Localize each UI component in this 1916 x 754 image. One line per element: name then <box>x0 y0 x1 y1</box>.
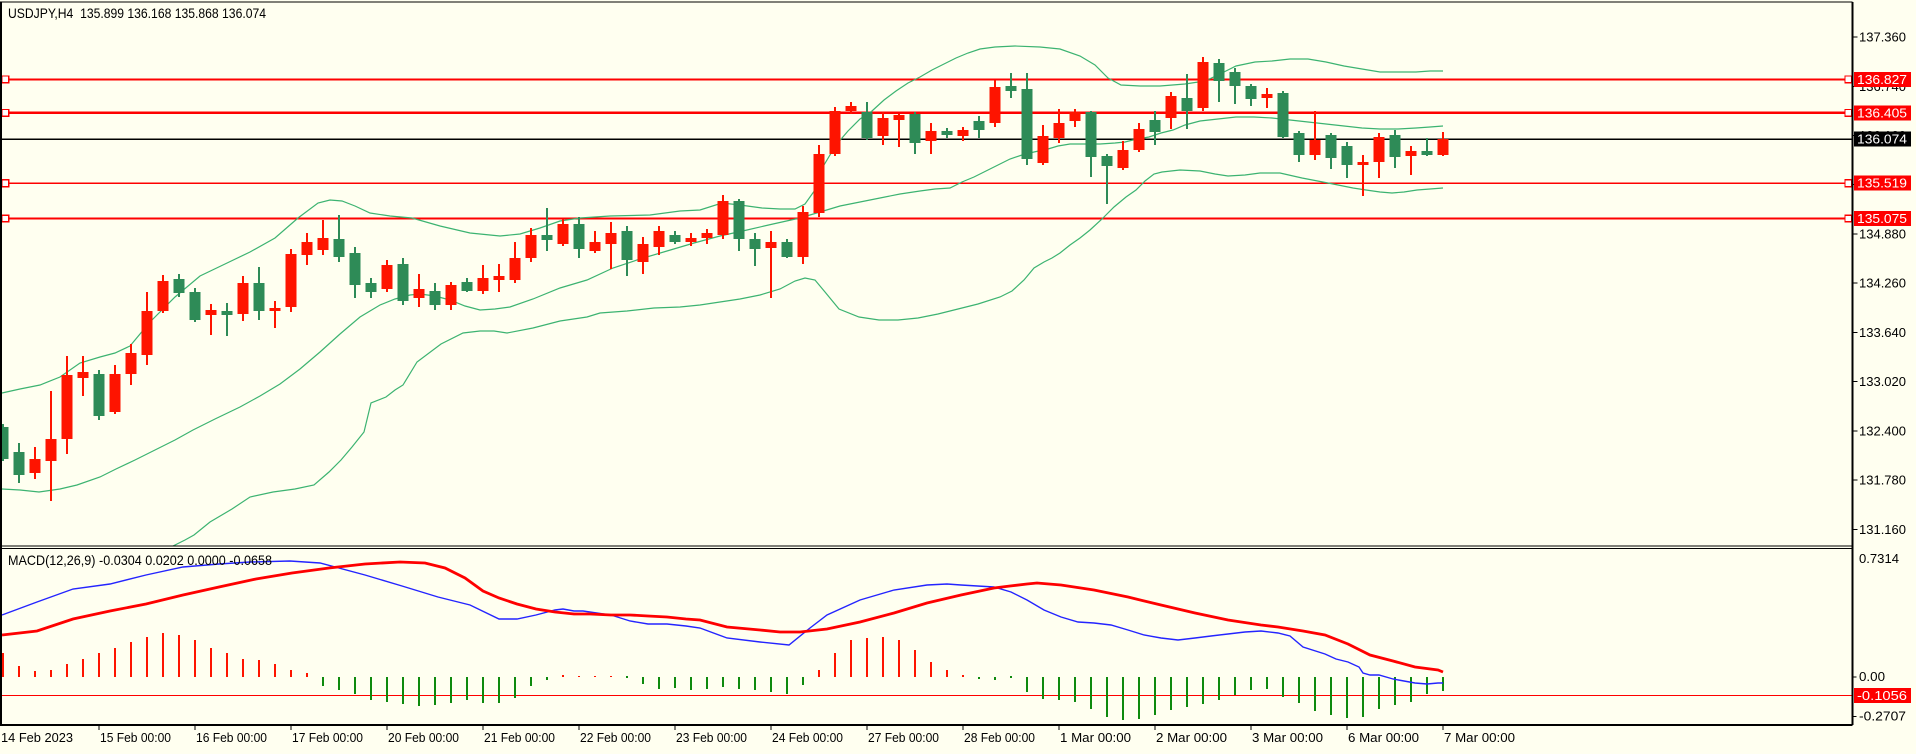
svg-text:21 Feb 00:00: 21 Feb 00:00 <box>484 730 555 745</box>
svg-text:135.519: 135.519 <box>1857 176 1907 191</box>
svg-text:27 Feb 00:00: 27 Feb 00:00 <box>868 730 939 745</box>
svg-text:USDJPY,H4 135.899 136.168 135: USDJPY,H4 135.899 136.168 135.868 136.07… <box>8 5 266 21</box>
svg-text:133.640: 133.640 <box>1859 325 1906 340</box>
svg-text:0.7314: 0.7314 <box>1859 551 1899 566</box>
svg-text:136.405: 136.405 <box>1857 105 1907 120</box>
svg-text:1 Mar 00:00: 1 Mar 00:00 <box>1060 730 1131 745</box>
svg-text:28 Feb 00:00: 28 Feb 00:00 <box>964 730 1035 745</box>
svg-text:14 Feb 2023: 14 Feb 2023 <box>1 730 73 745</box>
svg-text:20 Feb 00:00: 20 Feb 00:00 <box>388 730 459 745</box>
svg-text:22 Feb 00:00: 22 Feb 00:00 <box>580 730 651 745</box>
svg-text:MACD(12,26,9) -0.0304 0.0202 0: MACD(12,26,9) -0.0304 0.0202 0.0000 -0.0… <box>8 552 272 568</box>
svg-text:-0.2707: -0.2707 <box>1859 709 1906 724</box>
svg-text:16 Feb 00:00: 16 Feb 00:00 <box>196 730 267 745</box>
svg-text:15 Feb 00:00: 15 Feb 00:00 <box>100 730 171 745</box>
svg-text:131.160: 131.160 <box>1859 522 1906 537</box>
svg-text:17 Feb 00:00: 17 Feb 00:00 <box>292 730 363 745</box>
svg-text:6 Mar 00:00: 6 Mar 00:00 <box>1348 730 1419 745</box>
svg-text:136.074: 136.074 <box>1857 132 1907 147</box>
svg-text:7 Mar 00:00: 7 Mar 00:00 <box>1444 730 1515 745</box>
svg-text:137.360: 137.360 <box>1859 30 1906 45</box>
svg-text:24 Feb 00:00: 24 Feb 00:00 <box>772 730 843 745</box>
svg-text:133.020: 133.020 <box>1859 374 1906 389</box>
svg-text:0.00: 0.00 <box>1859 669 1885 684</box>
svg-text:134.260: 134.260 <box>1859 276 1906 291</box>
svg-text:3 Mar 00:00: 3 Mar 00:00 <box>1252 730 1323 745</box>
svg-text:-0.1056: -0.1056 <box>1857 688 1907 703</box>
svg-text:2 Mar 00:00: 2 Mar 00:00 <box>1156 730 1227 745</box>
svg-text:131.780: 131.780 <box>1859 473 1906 488</box>
svg-text:135.075: 135.075 <box>1857 211 1907 226</box>
svg-text:132.400: 132.400 <box>1859 423 1906 438</box>
svg-text:136.827: 136.827 <box>1857 72 1907 87</box>
svg-text:23 Feb 00:00: 23 Feb 00:00 <box>676 730 747 745</box>
svg-text:134.880: 134.880 <box>1859 227 1906 242</box>
